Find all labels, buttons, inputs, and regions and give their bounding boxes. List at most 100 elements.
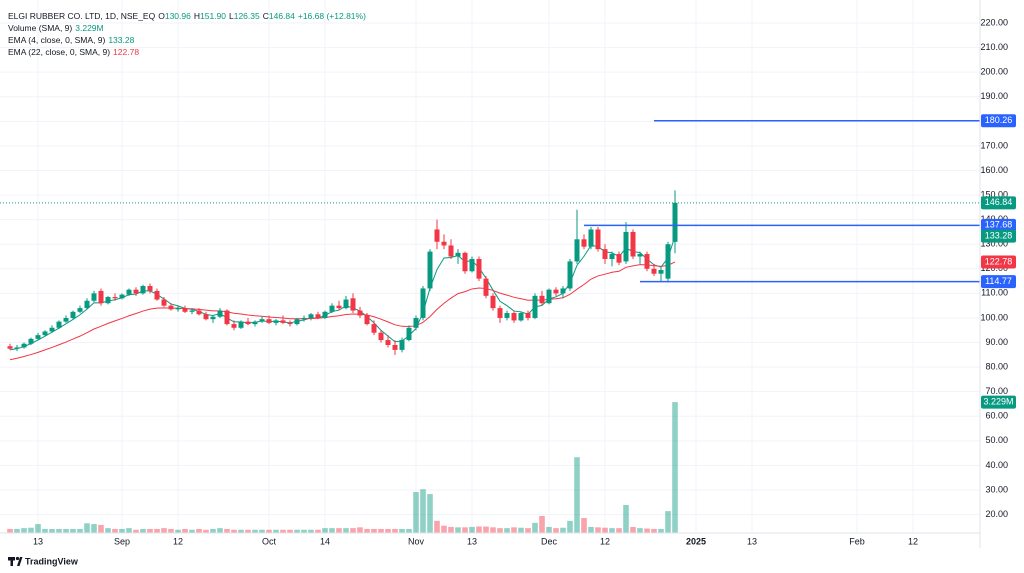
volume-bar [644,528,650,533]
candle-body [259,319,265,322]
volume-bar [168,528,174,533]
volume-bar [238,529,244,533]
volume-bar [399,528,405,533]
price-change: +16.68 (+12.81%) [297,11,366,21]
volume-bar [28,527,34,533]
candle-body [175,308,181,310]
volume-bar [140,528,146,533]
levels [0,119,980,283]
volume-bar [147,528,153,533]
candle-body [623,231,629,262]
candle-body [546,289,552,304]
legend-row: Volume (SMA, 9) 3.229M [8,22,369,34]
volume-bar [567,520,573,533]
ohlc-key: H [193,11,200,21]
volume-bar [525,528,531,533]
volume-bar [49,528,55,533]
x-tick-label: 13 [33,536,43,546]
y-tick-label: 60.00 [985,411,1008,421]
candle-body [238,321,244,328]
candle-body [49,327,55,332]
candle-body [203,314,209,320]
volume-bar [420,489,426,533]
x-tick-label: Feb [849,536,865,546]
candle-body [371,324,377,333]
y-tick-label: 200.00 [980,67,1008,77]
candle-body [637,254,643,257]
volume-bar [476,526,482,533]
volume-bar [315,529,321,533]
volume-bar [364,528,370,533]
volume-bar [56,528,62,533]
candle-body [602,249,608,259]
candle-body [70,311,76,318]
x-tick-label: 13 [467,536,477,546]
candle-body [252,321,258,325]
candle-body [399,340,405,350]
ema-label-box [981,255,1016,269]
candle-body [196,310,202,315]
volume-bar [329,528,335,533]
volume-bar [357,527,363,533]
legend: ELGI RUBBER CO. LTD, 1D, NSE_EQ O130.96 H1… [8,10,369,58]
y-tick-label: 130.00 [980,239,1008,249]
candle-body [350,298,356,311]
volume-bar [42,528,48,533]
volume-bar [294,529,300,533]
candle-body [532,295,538,318]
candle-body [434,229,440,242]
candle-body [322,311,328,318]
y-tick-label: 220.00 [980,17,1008,27]
level-label-box [981,114,1016,128]
volume-bar [371,528,377,533]
candle-body [308,314,314,318]
candle-body [35,335,41,339]
x-tick-label: 13 [747,536,757,546]
ema-value: 133.28 [108,35,135,45]
volume-bar [7,528,13,533]
volume-label: 3.229M [983,396,1013,406]
volume [7,402,678,533]
candle-body [63,317,69,322]
volume-bar [126,528,132,533]
x-tick-label: 2025 [686,536,706,546]
volume-bar [322,528,328,533]
candle-body [672,202,678,242]
candle-body [469,258,475,272]
candle-body [385,340,391,345]
x-tick-label: Dec [541,536,558,546]
volume-bar [581,517,587,533]
ohlc-key: O [158,11,165,21]
volume-bar [427,494,433,533]
y-tick-label: 50.00 [985,435,1008,445]
candle-body [392,344,398,350]
candle-body [266,319,272,323]
candle-body [455,252,461,257]
level-label: 137.68 [985,220,1013,230]
candle-body [651,268,657,274]
y-tick-label: 70.00 [985,386,1008,396]
candle-body [133,289,139,294]
volume-bar [280,529,286,533]
candle-body [105,297,111,304]
candle-body [609,254,615,259]
volume-bar [287,529,293,533]
candle-body [511,313,517,321]
candle-body [147,286,153,291]
candle-body [301,317,307,320]
x-tick-label: 12 [173,536,183,546]
volume-bar [511,527,517,533]
volume-bar [490,527,496,533]
price-labels: 180.26 137.68 114.77 146.84 133.28 122.78 3.22… [981,114,1016,409]
level-label: 114.77 [985,276,1012,286]
legend-row: ELGI RUBBER CO. LTD, 1D, NSE_EQ O130.96 H1… [8,10,369,22]
volume-bar [602,527,608,533]
candle-body [329,305,335,312]
candle-body [273,320,279,323]
volume-bar [406,528,412,533]
volume-bar [217,528,223,533]
volume-bar [462,527,468,533]
candle-body [665,244,671,279]
y-tick-label: 190.00 [980,91,1008,101]
